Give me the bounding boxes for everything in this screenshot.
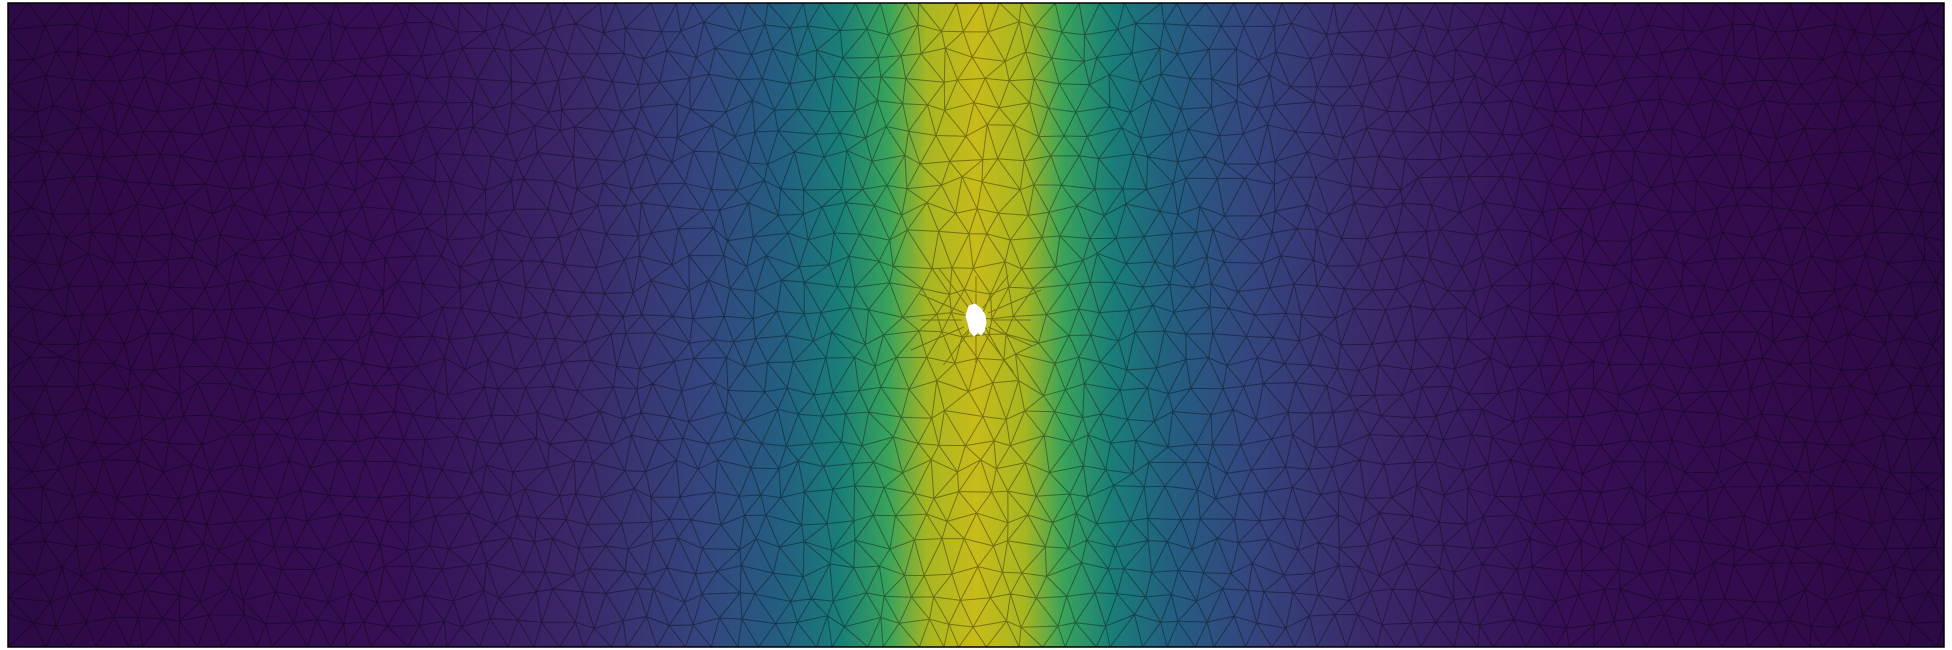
triangle-mesh [8, 3, 1944, 647]
mesh-edges [8, 3, 1944, 647]
center-hole [965, 303, 987, 337]
domain-frame [7, 2, 1945, 648]
